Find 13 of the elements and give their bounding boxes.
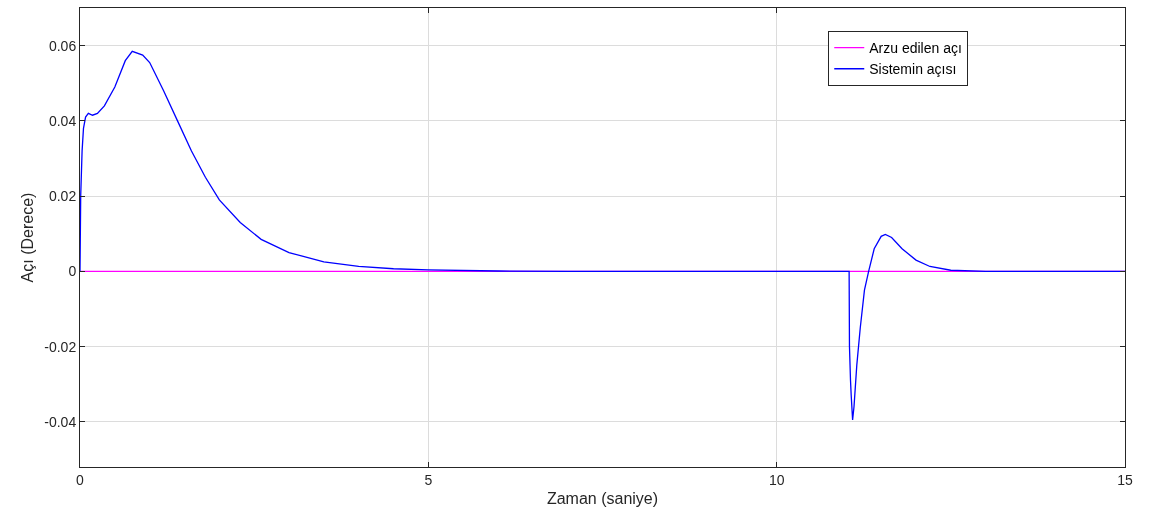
y-tick-label: 0.04 [48,112,77,129]
y-tick-label: 0.02 [48,188,77,205]
y-tick-label: 0.06 [48,37,77,54]
legend-label: Sistemin açısı [869,61,957,78]
x-tick-label: 5 [424,471,433,488]
legend-label: Arzu edilen açı [869,40,962,57]
x-axis-title: Zaman (saniye) [546,490,659,508]
y-tick-label: -0.04 [44,413,77,430]
y-tick-label: -0.02 [44,338,77,355]
y-axis-title: Açı (Derece) [19,192,37,283]
y-tick-label: 0 [68,263,77,280]
x-tick-label: 15 [1117,471,1133,488]
x-tick-label: 10 [768,471,785,488]
